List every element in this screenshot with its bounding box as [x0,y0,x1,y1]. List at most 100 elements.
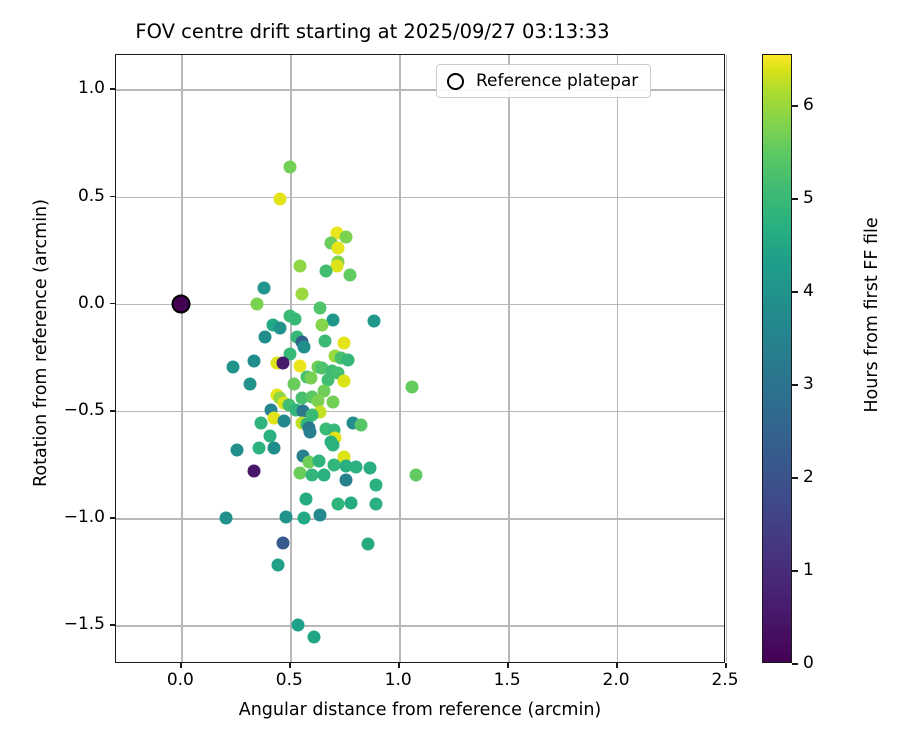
scatter-point [321,373,335,387]
scatter-point [312,454,326,468]
colorbar-tick [792,105,798,107]
colorbar-label: Hours from first FF file [862,217,882,413]
legend-item-label: Reference platepar [476,71,639,91]
y-axis-tick [110,88,115,90]
scatter-point [331,241,345,255]
gridline-horizontal [116,410,724,413]
scatter-point [283,160,297,173]
scatter-point [279,510,293,524]
page-title: FOV centre drift starting at 2025/09/27 … [135,20,610,43]
scatter-point [243,377,257,391]
scatter-point [297,511,311,525]
scatter-point [317,384,331,398]
scatter-point [363,461,377,475]
scatter-point [349,460,363,474]
colorbar-tick-label: 0 [803,653,814,673]
scatter-point [302,455,316,469]
y-axis-tick-label: 0.0 [77,292,105,313]
scatter-point [297,340,311,354]
colorbar-tick [792,663,798,665]
colorbar-tick [792,570,798,572]
scatter-point [219,511,233,525]
gridline-vertical [617,55,619,662]
colorbar: 0 1 2 3 4 5 6 [762,54,814,673]
x-axis-label: Angular distance from reference (arcmin) [238,700,602,720]
scatter-point [293,359,307,373]
scatter-point [287,377,301,391]
colorbar-tick-label: 2 [803,467,814,488]
scatter-point [230,443,244,457]
colorbar-gradient [762,54,792,663]
x-axis-tick-label: 2.5 [711,670,739,690]
scatter-point [315,318,329,332]
x-axis-tick [180,663,182,668]
scatter-point [313,301,327,315]
colorbar-tick-label: 4 [803,281,814,302]
scatter-point [293,466,307,480]
scatter-point [276,536,290,550]
scatter-point [267,411,281,425]
scatter-point [295,391,309,405]
legend[interactable]: Reference platepar [436,64,652,98]
gridline-horizontal [116,518,724,520]
scatter-point [405,380,419,394]
x-axis-tick-label: 1.5 [493,670,521,690]
scatter-point [267,441,281,455]
scatter-point [295,287,309,301]
x-axis-tick [289,663,291,668]
y-axis-tick-label: 1.0 [77,78,105,99]
scatter-point [291,618,305,632]
scatter-point [257,281,271,295]
colorbar-tick-label: 1 [803,560,814,581]
scatter-point [318,334,332,348]
scatter-points-layer [116,55,724,662]
scatter-point [288,312,302,326]
scatter-point [367,314,381,328]
x-axis-tick [725,663,727,668]
y-axis-tick-label: −1.0 [63,507,105,528]
scatter-point [326,438,340,452]
scatter-point [273,321,287,335]
y-axis-tick-label: −0.5 [63,399,105,420]
scatter-point [305,468,319,482]
reference-platepar-point [171,294,191,314]
scatter-point [337,336,351,350]
scatter-point [263,429,277,443]
scatter-point [326,395,340,409]
scatter-point [304,371,318,385]
y-axis-tick [110,517,115,519]
scatter-point [258,330,272,344]
colorbar-tick [792,384,798,386]
scatter-point [271,558,285,572]
scatter-point [277,414,291,428]
gridline-horizontal [116,303,724,306]
scatter-point [319,264,333,277]
scatter-point [326,313,340,327]
scatter-point [254,416,268,430]
scatter-point [339,459,353,473]
scatter-point [313,508,327,522]
scatter-point [303,425,317,439]
scatter-point [330,259,344,273]
x-axis-tick-label: 0.0 [166,670,194,690]
y-axis-label: Rotation from reference (arcmin) [31,199,51,487]
colorbar-tick-label: 6 [803,95,814,116]
scatter-point [315,361,329,375]
y-axis-tick [110,409,115,412]
scatter-point [250,297,264,311]
scatter-point [226,360,240,374]
scatter-point [409,468,423,482]
y-axis-tick [110,624,115,626]
scatter-point [339,473,353,487]
scatter-point [337,374,351,388]
scatter-point [344,496,358,510]
reference-platepar-marker-icon [447,72,464,90]
gridline-vertical [181,55,183,662]
scatter-point [307,630,321,644]
colorbar-tick-label: 3 [803,374,814,395]
gridline-horizontal [116,625,724,627]
scatter-point [317,468,331,482]
y-axis-tick [110,195,115,198]
gridline-vertical [399,55,401,662]
scatter-point [331,497,345,511]
